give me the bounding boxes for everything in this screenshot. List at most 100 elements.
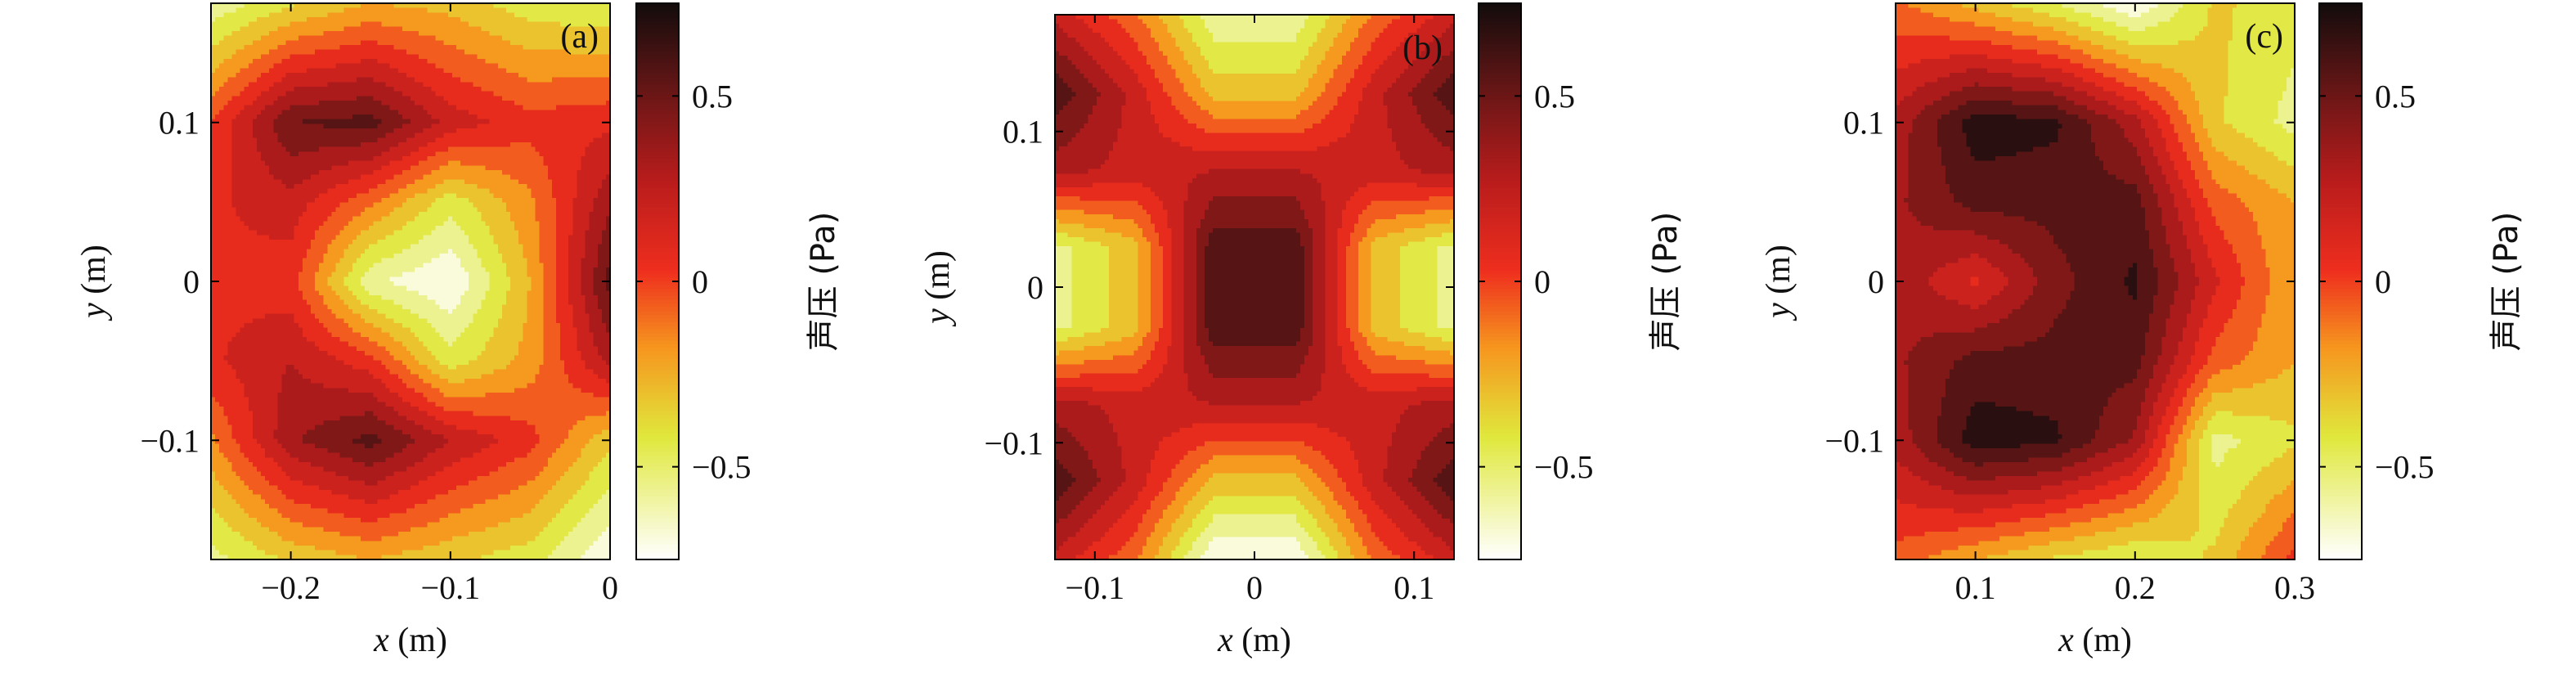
contour-cell bbox=[223, 165, 228, 171]
contour-cell bbox=[601, 101, 607, 106]
contour-cell bbox=[294, 59, 299, 65]
contour-cell bbox=[323, 230, 328, 236]
contour-cell bbox=[581, 212, 586, 218]
contour-cell bbox=[469, 115, 473, 120]
contour-cell bbox=[352, 160, 357, 166]
contour-cell bbox=[302, 31, 307, 37]
contour-cell bbox=[252, 17, 258, 23]
contour-cell bbox=[431, 193, 437, 199]
contour-cell bbox=[248, 49, 254, 55]
contour-cell bbox=[343, 170, 349, 176]
contour-cell bbox=[381, 240, 387, 245]
contour-cell bbox=[497, 110, 503, 115]
contour-cell bbox=[593, 7, 599, 13]
contour-cell bbox=[306, 174, 312, 180]
contour-cell bbox=[381, 230, 387, 236]
contour-cell bbox=[589, 26, 595, 32]
contour-cell bbox=[577, 179, 582, 185]
contour-cell bbox=[369, 216, 374, 222]
contour-cell bbox=[581, 137, 586, 143]
contour-cell bbox=[323, 160, 328, 166]
contour-cell bbox=[252, 179, 258, 185]
contour-cell bbox=[551, 17, 557, 23]
contour-cell bbox=[311, 179, 316, 185]
contour-cell bbox=[389, 151, 395, 157]
contour-cell bbox=[477, 207, 482, 213]
contour-cell bbox=[605, 142, 611, 148]
contour-cell bbox=[589, 240, 595, 245]
contour-cell bbox=[523, 226, 527, 231]
contour-cell bbox=[543, 110, 549, 115]
contour-cell bbox=[547, 73, 553, 79]
contour-cell bbox=[481, 119, 487, 124]
contour-cell bbox=[256, 128, 262, 134]
contour-cell bbox=[356, 96, 361, 101]
contour-cell bbox=[356, 198, 361, 204]
contour-cell bbox=[240, 35, 245, 41]
contour-cell bbox=[281, 82, 287, 88]
contour-cell bbox=[443, 146, 449, 152]
contour-cell bbox=[581, 226, 586, 231]
contour-cell bbox=[447, 240, 453, 245]
contour-cell bbox=[456, 87, 461, 92]
contour-cell bbox=[597, 54, 603, 60]
contour-cell bbox=[319, 119, 324, 124]
contour-cell bbox=[402, 146, 407, 152]
contour-cell bbox=[365, 21, 370, 27]
contour-cell bbox=[244, 101, 249, 106]
contour-cell bbox=[477, 193, 482, 199]
contour-cell bbox=[352, 68, 357, 74]
contour-cell bbox=[356, 12, 361, 18]
contour-cell bbox=[331, 193, 337, 199]
contour-cell bbox=[261, 77, 266, 83]
contour-cell bbox=[406, 230, 411, 236]
contour-cell bbox=[572, 82, 577, 88]
contour-cell bbox=[535, 193, 541, 199]
contour-cell bbox=[402, 26, 407, 32]
contour-cell bbox=[447, 160, 453, 166]
contour-cell bbox=[306, 63, 312, 69]
contour-cell bbox=[240, 193, 245, 199]
contour-cell bbox=[564, 87, 569, 92]
contour-cell bbox=[211, 31, 216, 37]
contour-cell bbox=[518, 45, 523, 51]
contour-cell bbox=[493, 184, 499, 190]
contour-cell bbox=[456, 17, 461, 23]
contour-cell bbox=[568, 40, 573, 46]
contour-cell bbox=[369, 12, 374, 18]
contour-cell bbox=[273, 63, 278, 69]
contour-cell bbox=[261, 184, 266, 190]
contour-cell bbox=[564, 7, 569, 13]
contour-cell bbox=[460, 73, 465, 79]
contour-cell bbox=[273, 133, 278, 138]
contour-cell bbox=[523, 77, 527, 83]
contour-cell bbox=[306, 151, 312, 157]
contour-cell bbox=[481, 110, 487, 115]
contour-cell bbox=[469, 31, 473, 37]
contour-cell bbox=[256, 133, 262, 138]
contour-cell bbox=[443, 193, 449, 199]
contour-cell bbox=[236, 21, 241, 27]
contour-cell bbox=[577, 59, 582, 65]
contour-cell bbox=[319, 137, 324, 143]
contour-cell bbox=[527, 49, 532, 55]
contour-cell bbox=[539, 54, 545, 60]
contour-cell bbox=[447, 221, 453, 227]
contour-cell bbox=[365, 212, 370, 218]
contour-cell bbox=[285, 179, 291, 185]
contour-cell bbox=[597, 165, 603, 171]
contour-cell bbox=[215, 82, 220, 88]
contour-cell bbox=[231, 59, 237, 65]
contour-cell bbox=[289, 156, 295, 162]
contour-cell bbox=[361, 221, 366, 227]
contour-cell bbox=[319, 146, 324, 152]
contour-cell bbox=[315, 31, 320, 37]
contour-cell bbox=[547, 188, 553, 194]
contour-cell bbox=[439, 26, 445, 32]
contour-cell bbox=[415, 101, 420, 106]
contour-cell bbox=[227, 40, 233, 46]
contour-cell bbox=[481, 115, 487, 120]
contour-cell bbox=[501, 193, 507, 199]
contour-cell bbox=[323, 87, 328, 92]
contour-cell bbox=[323, 3, 328, 9]
